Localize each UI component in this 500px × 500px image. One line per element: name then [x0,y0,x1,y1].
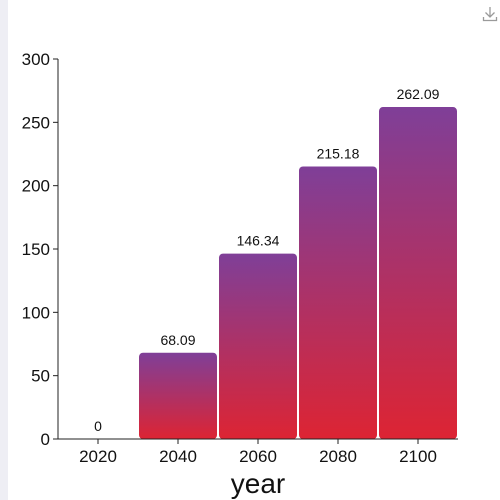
data-label-2060: 146.34 [237,233,280,249]
bars-layer [139,107,457,439]
bar-2100 [379,107,457,439]
y-tick-label: 200 [22,177,50,196]
y-tick-label: 50 [31,367,50,386]
data-label-2080: 215.18 [317,145,360,161]
y-tick-label: 250 [22,113,50,132]
y-tick-label: 0 [41,430,50,449]
y-tick-label: 150 [22,240,50,259]
x-tick-label: 2100 [399,447,437,466]
axes-layer: 2020 2040 2060 2080 2100 0 50 100 150 200 250 300 [22,50,458,466]
data-labels-layer: 0 68.09 146.34 215.18 262.09 [94,86,440,434]
download-icon[interactable] [482,6,498,22]
x-tick-label: 2020 [79,447,117,466]
y-tick-label: 100 [22,303,50,322]
bar-2040 [139,352,217,439]
x-tick-label: 2080 [319,447,357,466]
bar-2080 [299,166,377,439]
left-edge-strip [0,0,8,500]
x-axis-title: year [231,468,285,499]
x-tick-label: 2040 [159,447,197,466]
y-tick-label: 300 [22,50,50,69]
data-label-2100: 262.09 [397,86,440,102]
bar-2060 [219,253,297,439]
data-label-2040: 68.09 [160,332,195,348]
data-label-2020: 0 [94,418,102,434]
x-tick-label: 2060 [239,447,277,466]
